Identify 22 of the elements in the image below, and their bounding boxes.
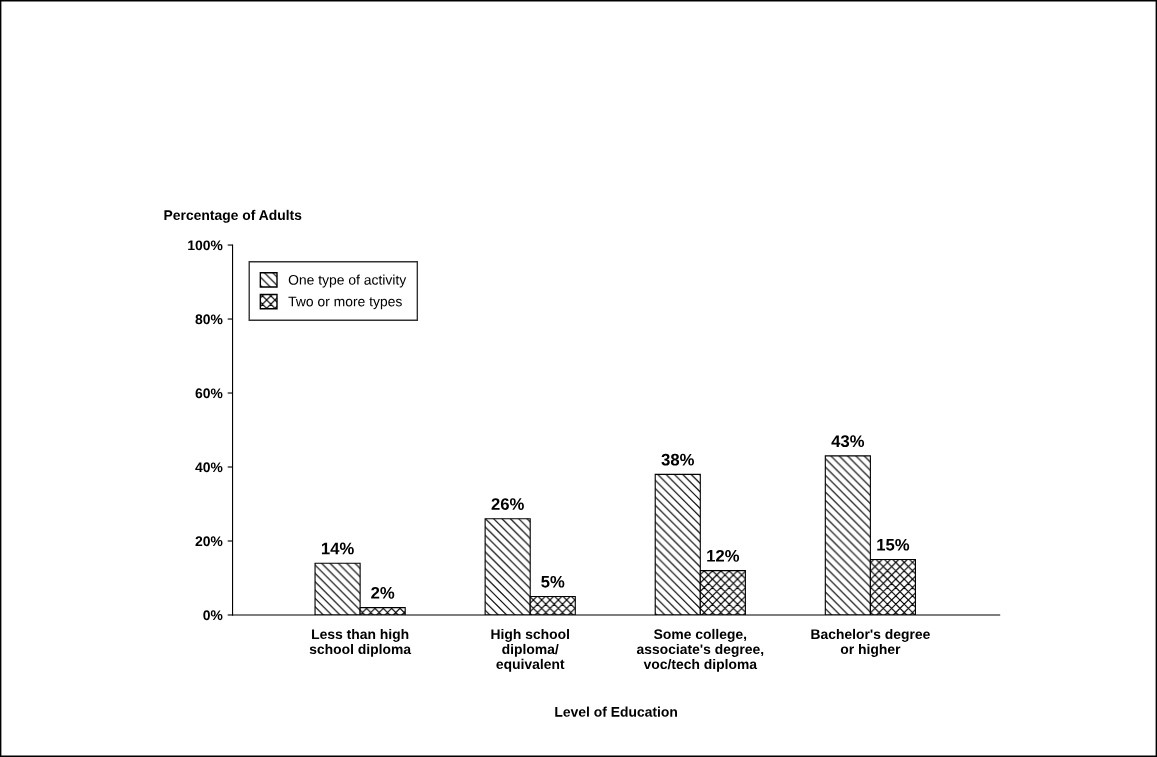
data-label: 5% xyxy=(541,575,565,588)
legend-label: Two or more types xyxy=(288,296,402,310)
y-tick-label: 20% xyxy=(195,536,223,547)
x-tick-label: Some college, associate's degree, voc/tech diploma xyxy=(636,628,764,672)
x-axis-title: Level of Education xyxy=(555,706,677,717)
x-tick-label: High school diploma/ equivalent xyxy=(491,628,569,672)
data-label: 15% xyxy=(877,538,910,551)
data-label: 2% xyxy=(371,586,395,599)
data-label: 38% xyxy=(661,453,694,466)
data-label: 26% xyxy=(491,498,524,510)
y-tick-label: 100% xyxy=(188,240,223,251)
y-tick-label: 60% xyxy=(195,388,223,399)
x-tick-label: Less than high school diploma xyxy=(309,628,412,657)
data-label: 43% xyxy=(831,435,865,448)
legend-label: One type of activity xyxy=(288,274,407,288)
data-label: 12% xyxy=(707,549,740,562)
y-tick-label: 40% xyxy=(195,462,223,473)
y-tick-label: 80% xyxy=(195,314,223,325)
y-tick-label: 0% xyxy=(203,610,223,621)
x-tick-label: Bachelor's degree or higher xyxy=(811,628,930,657)
data-label: 14% xyxy=(321,542,354,555)
y-axis-title: Percentage of Adults xyxy=(164,209,302,223)
